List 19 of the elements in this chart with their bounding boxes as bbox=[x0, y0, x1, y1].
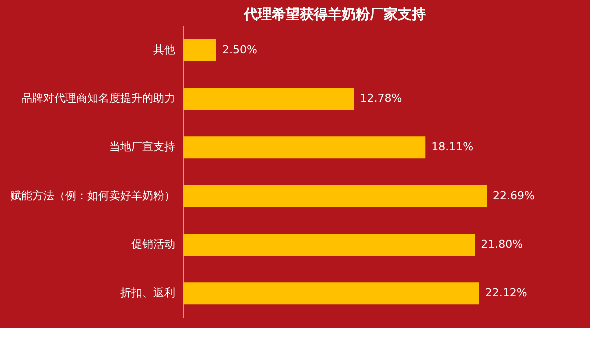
chart-title: 代理希望获得羊奶粉厂家支持 bbox=[243, 6, 426, 23]
bar bbox=[183, 39, 216, 62]
bar bbox=[183, 136, 426, 159]
y-tick-label: 赋能方法（例：如何卖好羊奶粉） bbox=[10, 189, 176, 202]
data-label: 22.69% bbox=[493, 189, 535, 202]
data-label: 21.80% bbox=[481, 238, 524, 251]
bar bbox=[183, 185, 487, 208]
y-tick-label: 其他 bbox=[154, 43, 176, 56]
y-tick-label: 当地厂宣支持 bbox=[110, 140, 176, 154]
bar bbox=[183, 88, 354, 110]
data-label: 12.78% bbox=[360, 92, 402, 105]
y-tick-label: 折扣、返利 bbox=[120, 286, 176, 300]
bar bbox=[183, 234, 476, 256]
y-tick-label: 品牌对代理商知名度提升的助力 bbox=[22, 92, 176, 105]
y-tick-label: 促销活动 bbox=[132, 238, 176, 251]
bar bbox=[183, 282, 480, 305]
data-label: 18.11% bbox=[432, 140, 474, 154]
data-label: 22.12% bbox=[485, 286, 528, 300]
data-label: 2.50% bbox=[222, 43, 258, 56]
